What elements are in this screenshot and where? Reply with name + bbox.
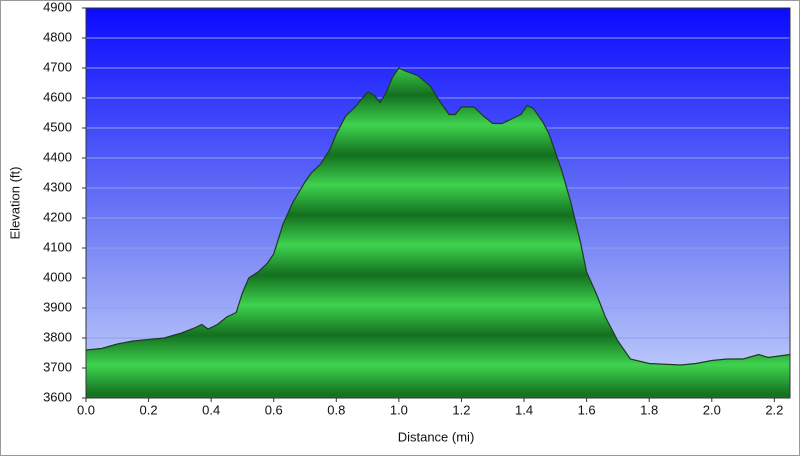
x-tick-label: 0.0: [77, 402, 95, 417]
y-tick-label: 4800: [43, 29, 72, 44]
y-tick-label: 3900: [43, 299, 72, 314]
x-tick-label: 1.2: [452, 402, 470, 417]
x-tick-label: 1.0: [390, 402, 408, 417]
x-tick-label: 1.4: [515, 402, 533, 417]
x-tick-label: 1.8: [640, 402, 658, 417]
x-axis-label: Distance (mi): [398, 429, 475, 444]
x-tick-label: 2.2: [765, 402, 783, 417]
elevation-area: [86, 68, 790, 398]
y-tick-label: 4300: [43, 179, 72, 194]
y-tick-label: 4400: [43, 149, 72, 164]
y-tick-label: 4200: [43, 209, 72, 224]
y-axis-label: Elevation (ft): [7, 167, 22, 240]
x-tick-label: 0.6: [265, 402, 283, 417]
plot-border: [85, 7, 791, 399]
y-tick-label: 4900: [43, 0, 72, 14]
elevation-line: [85, 67, 791, 366]
y-tick-label: 4500: [43, 119, 72, 134]
x-tick-label: 2.0: [703, 402, 721, 417]
y-tick-label: 4100: [43, 239, 72, 254]
x-tick-label: 0.4: [202, 402, 220, 417]
y-tick-label: 3800: [43, 329, 72, 344]
y-tick-label: 4700: [43, 59, 72, 74]
y-tick-label: 4000: [43, 269, 72, 284]
y-tick-label: 3700: [43, 359, 72, 374]
x-tick-label: 1.6: [578, 402, 596, 417]
y-tick-label: 4600: [43, 89, 72, 104]
x-tick-label: 0.8: [327, 402, 345, 417]
y-tick-label: 3600: [43, 389, 72, 404]
x-tick-label: 0.2: [140, 402, 158, 417]
